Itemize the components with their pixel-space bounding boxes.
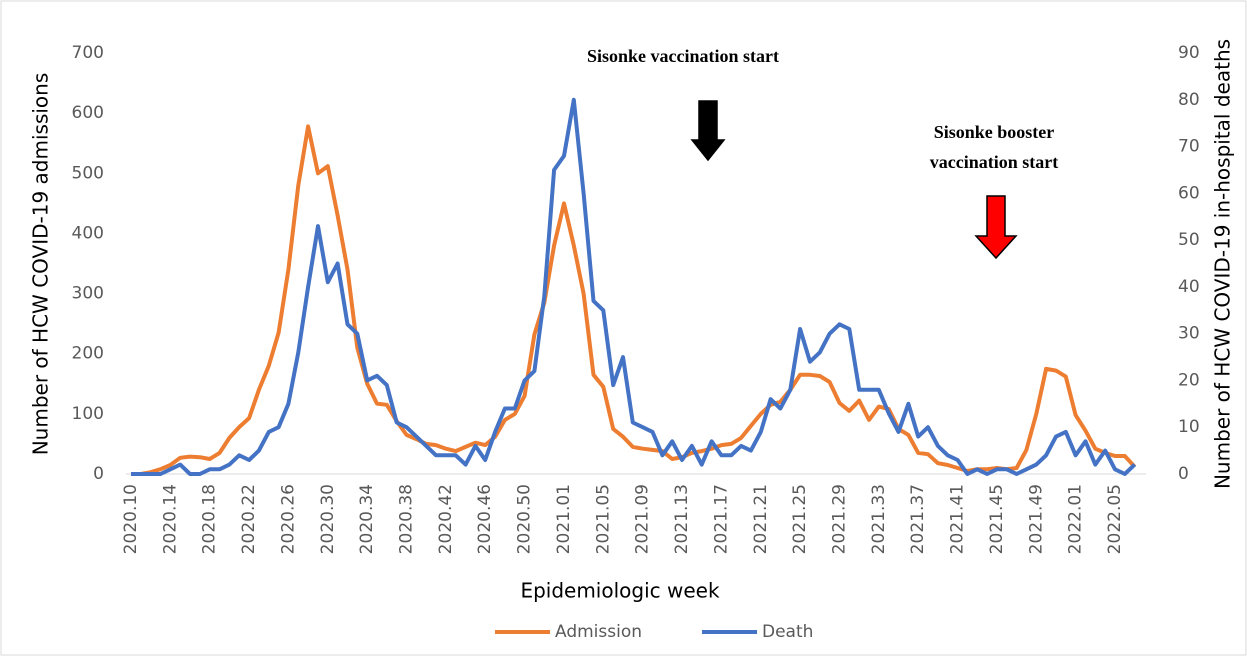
x-axis-title: Epidemiologic week — [520, 579, 720, 603]
y2-tick-label: 40 — [1178, 277, 1200, 297]
x-tick-label: 2022.01 — [1066, 484, 1086, 554]
x-tick-label: 2020.30 — [318, 484, 338, 554]
x-tick-label: 2020.26 — [278, 484, 298, 554]
y2-tick-label: 90 — [1178, 43, 1200, 63]
annotation-arrow — [690, 100, 726, 162]
x-tick-label: 2020.34 — [357, 484, 377, 554]
y-tick-label: 200 — [72, 344, 104, 364]
y2-tick-label: 50 — [1178, 230, 1200, 250]
y-tick-label: 300 — [72, 284, 104, 304]
x-tick-label: 2021.09 — [633, 484, 653, 554]
y2-tick-label: 20 — [1178, 370, 1200, 390]
x-tick-label: 2021.17 — [711, 484, 731, 554]
x-tick-label: 2021.29 — [829, 484, 849, 554]
y2-tick-label: 70 — [1178, 137, 1200, 157]
x-tick-label: 2021.33 — [869, 484, 889, 554]
x-tick-label: 2021.37 — [908, 484, 928, 554]
x-tick-label: 2020.50 — [515, 484, 535, 554]
y-tick-label: 700 — [72, 43, 104, 63]
annotation-arrow — [974, 195, 1018, 260]
y-tick-label: 600 — [72, 103, 104, 123]
annotation: Sisonke vaccination start — [587, 46, 779, 66]
x-tick-label: 2021.05 — [593, 484, 613, 554]
x-tick-label: 2020.10 — [121, 484, 141, 554]
y2-tick-label: 60 — [1178, 183, 1200, 203]
y-axis-title: Number of HCW COVID-19 admissions — [29, 73, 53, 456]
x-tick-label: 2022.05 — [1105, 484, 1125, 554]
x-tick-label: 2020.18 — [200, 484, 220, 554]
x-tick-label: 2020.38 — [397, 484, 417, 554]
x-tick-label: 2021.49 — [1026, 484, 1046, 554]
x-tick-label: 2021.13 — [672, 484, 692, 554]
y2-tick-label: 30 — [1178, 324, 1200, 344]
x-tick-label: 2020.42 — [436, 484, 456, 554]
y-tick-label: 100 — [72, 404, 104, 424]
legend-label: Admission — [555, 622, 642, 642]
x-tick-label: 2020.14 — [160, 484, 180, 554]
legend-label: Death — [762, 622, 813, 642]
x-tick-label: 2021.25 — [790, 484, 810, 554]
series-line — [131, 97, 1137, 476]
y-tick-label: 0 — [93, 464, 104, 484]
annotation: vaccination start — [930, 152, 1058, 172]
x-tick-label: 2020.46 — [475, 484, 495, 554]
x-tick-label: 2021.45 — [987, 484, 1007, 554]
y-tick-label: 400 — [72, 223, 104, 243]
y2-tick-label: 80 — [1178, 90, 1200, 110]
y-tick-label: 500 — [72, 163, 104, 183]
y2-tick-label: 10 — [1178, 417, 1200, 437]
x-tick-label: 2021.41 — [948, 484, 968, 554]
x-tick-label: 2021.01 — [554, 484, 574, 554]
y2-axis-title: Number of HCW COVID-19 in-hospital death… — [1211, 39, 1235, 489]
annotation: Sisonke booster — [934, 122, 1055, 142]
x-tick-label: 2020.22 — [239, 484, 259, 554]
x-tick-label: 2021.21 — [751, 484, 771, 554]
y2-tick-label: 0 — [1178, 464, 1189, 484]
